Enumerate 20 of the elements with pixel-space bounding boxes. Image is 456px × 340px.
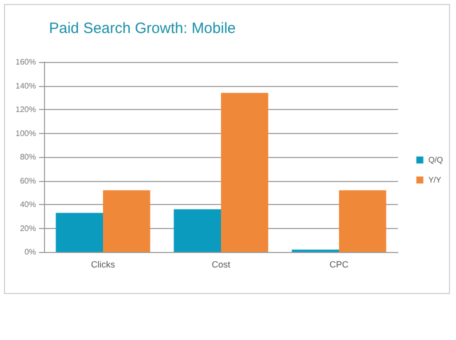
bar: [339, 190, 386, 252]
y-tick-label: 0%: [24, 248, 36, 256]
x-tick-label: CPC: [329, 260, 349, 270]
bar: [56, 212, 103, 252]
chart-title: Paid Search Growth: Mobile: [49, 20, 236, 37]
y-tick-label: 40%: [20, 200, 36, 209]
y-tick-label: 100%: [16, 128, 36, 138]
y-tick-label: 80%: [20, 152, 36, 162]
bar: [174, 209, 221, 252]
legend-label: Y/Y: [428, 176, 442, 184]
bar: [103, 190, 150, 252]
y-tick-label: 60%: [20, 176, 36, 186]
y-tick-label: 20%: [20, 224, 36, 233]
x-tick-label: Cost: [212, 260, 231, 270]
y-tick-label: 160%: [16, 58, 36, 66]
y-tick-label: 120%: [16, 105, 36, 114]
y-tick-label: 140%: [16, 81, 36, 90]
bar: [221, 92, 268, 252]
legend-label: Q/Q: [428, 156, 444, 164]
x-tick-label: Clicks: [91, 260, 116, 270]
